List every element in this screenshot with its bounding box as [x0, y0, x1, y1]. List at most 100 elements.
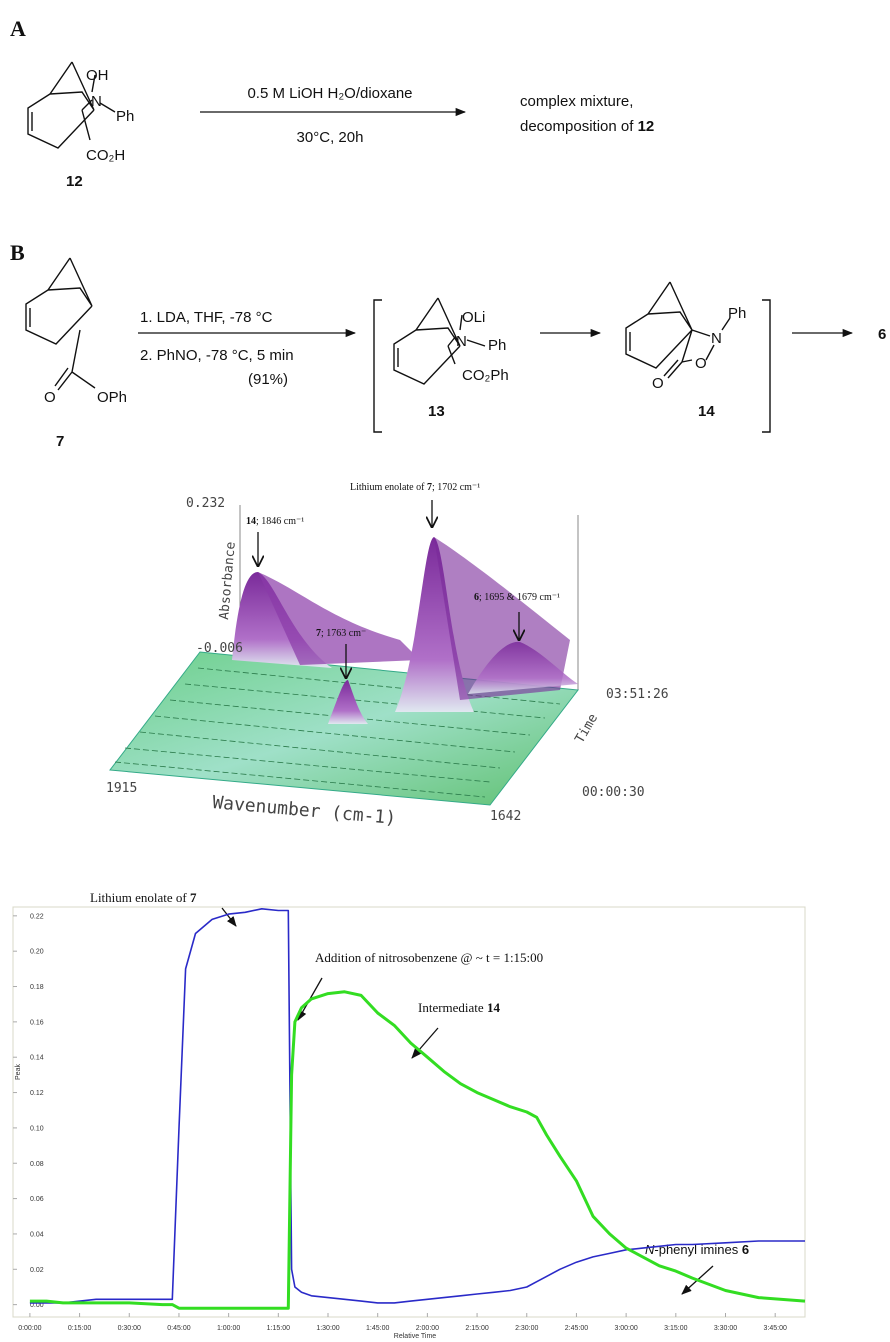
x-tick-label: 1642 [490, 809, 521, 824]
atom-label: Ph [728, 305, 746, 322]
y-tick-label: 0.20 [30, 949, 44, 956]
z-axis-label: Absorbance [217, 541, 239, 620]
compound-number: 6 [742, 1242, 749, 1257]
structure-12 [27, 61, 116, 149]
step: 1. LDA, THF, -78 °C [140, 309, 273, 326]
x-tick-label: 0:45:00 [167, 1325, 190, 1332]
y-tick-label: 0.16 [30, 1019, 44, 1026]
y-tick-label: 0.12 [30, 1090, 44, 1097]
annotation: Lithium enolate of 7 [90, 890, 197, 905]
atom-label: CO₂H [86, 147, 125, 164]
compound-number: 14 [698, 403, 715, 420]
x-tick-label: 2:00:00 [416, 1325, 439, 1332]
atom-label: OPh [97, 389, 127, 406]
bracket [373, 299, 771, 433]
annotation-text: -phenyl imines [654, 1242, 741, 1257]
ir-surface [109, 505, 579, 806]
compound-number: 6 [474, 592, 479, 603]
peak-text: ; 1846 cm⁻¹ [256, 516, 304, 527]
peak-text: ; 1702 cm⁻¹ [432, 482, 480, 493]
x-tick-label: 1:15:00 [267, 1325, 290, 1332]
atom-label: N [91, 93, 102, 110]
plot: 0.00 0.02 0.04 0.06 0.08 0.10 0.12 0.14 0.16 0.18… [13, 908, 806, 1332]
compound-number: 7 [190, 890, 197, 905]
peak-text: ; 1695 & 1679 cm⁻¹ [479, 592, 560, 603]
x-tick-label: 3:45:00 [764, 1325, 787, 1332]
peak-label: 6; 1695 & 1679 cm⁻¹ [474, 592, 560, 603]
compound-number: 7 [56, 433, 64, 450]
x-tick-label: 2:45:00 [565, 1325, 588, 1332]
structure-14 [625, 281, 731, 379]
annotation-text: Lithium enolate of [90, 890, 190, 905]
peak-arrows [258, 500, 519, 678]
x-axis-label: Relative Time [394, 1333, 437, 1340]
atom-label: OLi [462, 309, 485, 326]
reagents: 0.5 M LiOH H₂O/dioxane [247, 85, 412, 102]
result-text: decomposition of [520, 118, 638, 135]
y-tick-label: 0.02 [30, 1267, 44, 1274]
atom-label: OH [86, 67, 109, 84]
y-axis-label: Peak [15, 1064, 22, 1080]
product-number: 6 [878, 326, 886, 343]
x-tick-label: 0:00:00 [18, 1325, 41, 1332]
step: 2. PhNO, -78 °C, 5 min [140, 347, 294, 364]
result: decomposition of 12 [520, 118, 654, 135]
atom-label: O [44, 389, 56, 406]
annotation: N-phenyl imines 6 [645, 1242, 749, 1257]
series-line [29, 908, 805, 1304]
annotation: Intermediate 14 [418, 1000, 500, 1015]
atom-label: N [711, 330, 722, 347]
compound-number: 14 [487, 1000, 501, 1015]
yield: (91%) [248, 371, 288, 388]
structure-7 [25, 257, 96, 391]
plot-frame [12, 906, 806, 1318]
y-tick-label: 0.06 [30, 1196, 44, 1203]
x-tick-label: 0:15:00 [68, 1325, 91, 1332]
peak-text: ; 1763 cm⁻ [321, 628, 366, 639]
peak-label: Lithium enolate of 7; 1702 cm⁻¹ [350, 482, 480, 493]
y-tick-label: 0.18 [30, 984, 44, 991]
x-tick-label: 1:00:00 [217, 1325, 240, 1332]
annotation-text: N [645, 1242, 655, 1257]
atom-label: CO₂Ph [462, 367, 509, 384]
time-tick-label: 03:51:26 [606, 687, 669, 702]
peak-label: 14; 1846 cm⁻¹ [246, 516, 304, 527]
y-tick-label: 0.00 [30, 1302, 44, 1309]
time-axis-label: Time [572, 711, 601, 746]
x-tick-label: 1:30:00 [316, 1325, 339, 1332]
y-tick-label: 0.08 [30, 1161, 44, 1168]
peak-text: Lithium enolate of [350, 482, 427, 493]
annotation: Addition of nitrosobenzene @ ~ t = 1:15:… [315, 950, 543, 965]
atom-label: Ph [488, 337, 506, 354]
annotation-text: Intermediate [418, 1000, 487, 1015]
atom-label: Ph [116, 108, 134, 125]
y-tick-label: 0.14 [30, 1055, 44, 1062]
compound-number: 12 [638, 118, 655, 135]
panel-label: A [10, 16, 26, 41]
compound-number: 14 [246, 516, 256, 527]
result: complex mixture, [520, 93, 633, 110]
atom-label: N [456, 333, 467, 350]
y-tick-label: 0.10 [30, 1125, 44, 1132]
x-tick-label: 1:45:00 [366, 1325, 389, 1332]
z-tick-label: 0.232 [186, 496, 225, 511]
x-tick-label: 1915 [106, 781, 137, 796]
compound-number: 13 [428, 403, 445, 420]
compound-number: 7 [427, 482, 432, 493]
compound-number: 12 [66, 173, 83, 190]
atom-label: O [695, 355, 707, 372]
y-tick-label: 0.22 [30, 913, 44, 920]
x-tick-label: 3:00:00 [614, 1325, 637, 1332]
z-tick-label: -0.006 [196, 641, 243, 656]
series-line [29, 990, 806, 1310]
x-tick-label: 3:15:00 [664, 1325, 687, 1332]
atom-label: O [652, 375, 664, 392]
x-tick-label: 0:30:00 [118, 1325, 141, 1332]
time-tick-label: 00:00:30 [582, 785, 645, 800]
peak-label: 7; 1763 cm⁻ [316, 628, 366, 639]
compound-number: 7 [316, 628, 321, 639]
conditions: 30°C, 20h [297, 129, 364, 146]
panel-label: B [10, 240, 25, 265]
x-tick-label: 3:30:00 [714, 1325, 737, 1332]
